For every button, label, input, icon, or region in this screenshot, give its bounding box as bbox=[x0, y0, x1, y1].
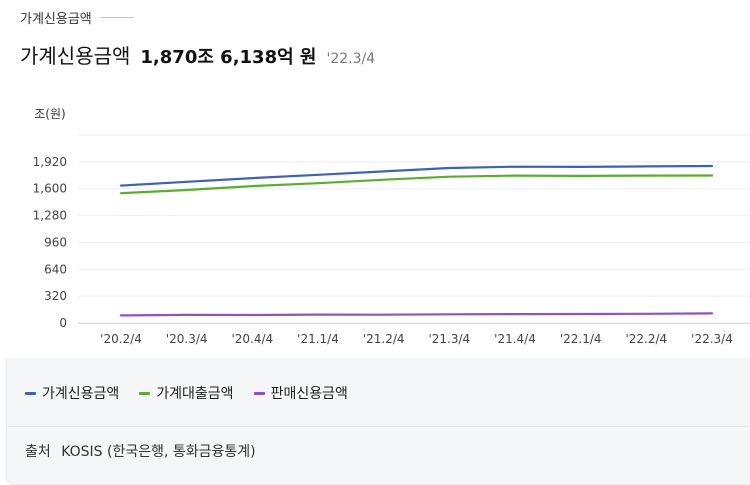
series-lines bbox=[119, 164, 714, 317]
x-tick-label: '22.2/4 bbox=[625, 332, 667, 346]
x-tick-label: '20.4/4 bbox=[231, 332, 273, 346]
source-text: KOSIS (한국은행, 통화금융통계) bbox=[61, 444, 256, 460]
y-tick-label: 640 bbox=[44, 262, 67, 276]
source-note: 출처 KOSIS (한국은행, 통화금융통계) bbox=[25, 441, 256, 461]
legend-label: 가계대출금액 bbox=[156, 386, 234, 402]
y-tick-label: 320 bbox=[44, 289, 67, 303]
y-axis-unit-label: 조(원) bbox=[34, 107, 65, 121]
x-tick-label: '22.1/4 bbox=[560, 332, 602, 346]
section-title-rule bbox=[99, 17, 134, 18]
series-line bbox=[119, 174, 714, 195]
section-title: 가계신용금액 bbox=[20, 12, 92, 27]
legend-item[interactable]: 판매신용금액 bbox=[253, 383, 348, 403]
legend-label: 판매신용금액 bbox=[270, 386, 348, 402]
x-tick-label: '21.2/4 bbox=[363, 332, 405, 346]
y-tick-label: 0 bbox=[59, 316, 67, 330]
legend-label: 가계신용금액 bbox=[42, 386, 120, 402]
x-tick-label: '21.1/4 bbox=[297, 332, 339, 346]
x-tick-label: '20.2/4 bbox=[100, 332, 142, 346]
headline: 가계신용금액 1,870조 6,138억 원 '22.3/4 bbox=[20, 40, 375, 69]
section-header: 가계신용금액 bbox=[20, 8, 134, 27]
x-tick-labels: '20.2/4 '20.3/4 '20.4/4 '21.1/4 '21.2/4 '21.3… bbox=[100, 332, 733, 346]
series-line bbox=[119, 312, 714, 317]
source-divider bbox=[6, 426, 750, 427]
legend: 가계신용금액 가계대출금액 판매신용금액 bbox=[25, 383, 368, 403]
grid-lines bbox=[78, 134, 750, 324]
x-tick-label: '22.3/4 bbox=[691, 332, 733, 346]
x-tick-label: '21.4/4 bbox=[494, 332, 536, 346]
x-tick-label: '21.3/4 bbox=[428, 332, 470, 346]
y-tick-labels: 0 320 640 960 1,280 1,600 1,920 bbox=[33, 155, 67, 330]
source-label: 출처 bbox=[25, 444, 51, 460]
headline-period: '22.3/4 bbox=[326, 51, 376, 67]
x-tick-label: '20.3/4 bbox=[166, 332, 208, 346]
y-tick-label: 1,600 bbox=[33, 182, 67, 196]
series-line bbox=[119, 164, 714, 187]
legend-swatch bbox=[253, 391, 265, 395]
legend-item[interactable]: 가계대출금액 bbox=[139, 383, 234, 403]
legend-item[interactable]: 가계신용금액 bbox=[25, 383, 119, 403]
legend-swatch bbox=[25, 391, 36, 395]
y-tick-label: 1,280 bbox=[33, 209, 67, 223]
headline-label: 가계신용금액 bbox=[20, 44, 131, 68]
y-tick-label: 960 bbox=[44, 235, 67, 249]
y-tick-label: 1,920 bbox=[33, 155, 67, 169]
plot-panel bbox=[6, 83, 750, 358]
headline-value: 1,870조 6,138억 원 bbox=[140, 47, 317, 68]
legend-swatch bbox=[139, 391, 151, 395]
